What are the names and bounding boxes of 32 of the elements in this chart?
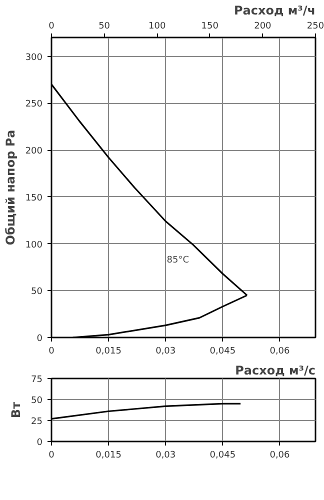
y-tick-label: 250 <box>25 100 43 110</box>
y-tick-label: 50 <box>31 287 43 298</box>
y-tick-label: 25 <box>31 417 42 427</box>
x-tick-label: 0,03 <box>156 346 176 356</box>
y-tick-label: 50 <box>31 396 43 406</box>
x-tick-label: 0,015 <box>96 450 122 460</box>
x-tick-label: 0 <box>48 346 55 356</box>
y-axis-title: Вт <box>9 402 24 418</box>
y-axis-title: Общий напор Ра <box>3 130 18 246</box>
x2-tick-label: 250 <box>306 22 324 32</box>
x2-tick-label: 150 <box>201 22 219 32</box>
y-tick-label: 0 <box>36 334 43 344</box>
y-tick-label: 150 <box>25 193 43 204</box>
x-tick-label: 0,06 <box>270 450 290 460</box>
x-tick-label: 0,045 <box>210 450 236 460</box>
x2-axis-title: Расход м³/ч <box>234 4 316 18</box>
x-tick-label: 0,03 <box>156 450 176 460</box>
x2-tick-label: 200 <box>254 22 272 32</box>
x-tick-label: 0,015 <box>96 346 122 356</box>
annotation: 85°C <box>166 256 190 266</box>
x2-tick-label: 50 <box>98 22 110 32</box>
x-tick-label: 0,045 <box>210 346 236 356</box>
y-tick-label: 100 <box>25 240 43 250</box>
y-tick-label: 75 <box>31 375 42 385</box>
y-tick-label: 200 <box>25 146 43 156</box>
y-tick-label: 300 <box>25 52 43 63</box>
x2-tick-label: 100 <box>148 22 166 32</box>
x-tick-label: 0,06 <box>270 346 290 356</box>
x2-tick-label: 0 <box>48 22 55 32</box>
x-tick-label: 0 <box>48 450 55 460</box>
x-axis-title: Расход м³/с <box>235 364 316 378</box>
y-tick-label: 0 <box>36 438 43 448</box>
